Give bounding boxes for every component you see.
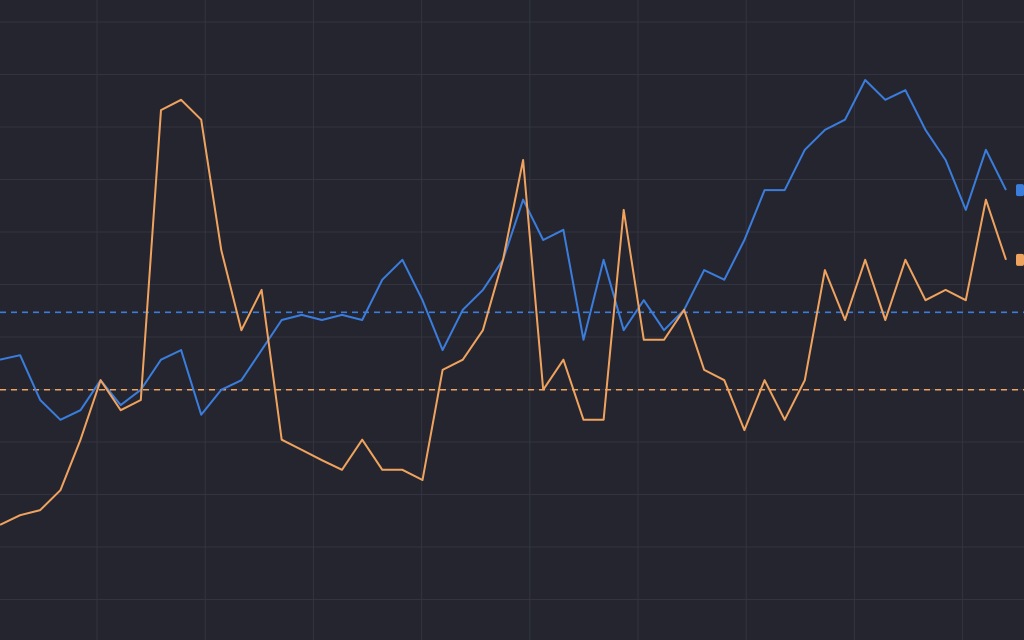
series-line xyxy=(0,98,1007,526)
end-marker xyxy=(1016,253,1024,266)
end-marker xyxy=(1016,184,1024,197)
